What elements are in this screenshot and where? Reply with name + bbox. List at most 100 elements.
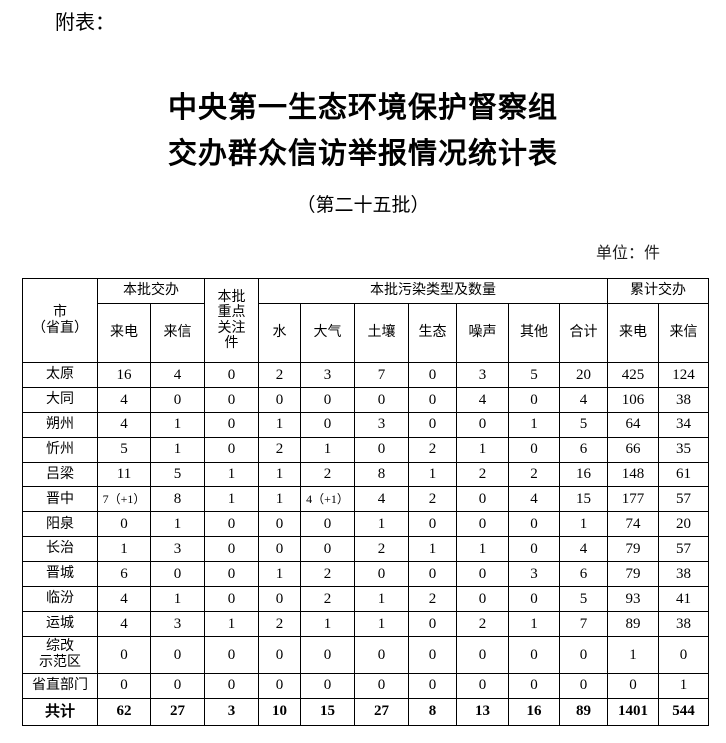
document-title-line1: 中央第一生态环境保护督察组 bbox=[167, 90, 558, 124]
header-focus: 本批 重点 关注 件 bbox=[204, 278, 259, 363]
table-cell: 1 bbox=[408, 536, 457, 563]
table-cell: 7 bbox=[354, 362, 409, 388]
table-cell: 0 bbox=[204, 436, 259, 463]
table-cell: 1 bbox=[408, 461, 457, 488]
total-cell: 1401 bbox=[607, 697, 660, 726]
table-cell: 0 bbox=[658, 635, 710, 674]
total-cell: 8 bbox=[408, 697, 457, 726]
table-cell: 1 bbox=[558, 511, 609, 538]
batch-subtitle: （第二十五批） bbox=[296, 194, 430, 216]
table-cell: 0 bbox=[508, 386, 560, 413]
table-cell: 0 bbox=[354, 436, 409, 463]
table-cell: 4 bbox=[558, 386, 609, 413]
table-cell: 0 bbox=[204, 561, 259, 588]
table-cell: 1 bbox=[258, 461, 301, 488]
table-cell: 0 bbox=[258, 511, 301, 538]
table-cell: 2 bbox=[258, 436, 301, 463]
city-name: 大同 bbox=[22, 386, 98, 413]
table-cell: 4 bbox=[456, 386, 509, 413]
table-cell: 1 bbox=[354, 610, 409, 637]
table-row: 朔州 4 1 0 1 0 3 0 0 1 5 64 34 bbox=[22, 411, 710, 438]
table-cell: 3 bbox=[354, 411, 409, 438]
table-cell: 79 bbox=[607, 561, 660, 588]
subheader-pollution: 噪声 bbox=[456, 303, 509, 363]
table-cell: 11 bbox=[97, 461, 151, 488]
subheader-pollution: 合计 bbox=[558, 303, 609, 363]
total-row: 共计 62 27 3 10 15 27 8 13 16 89 1401 544 bbox=[22, 697, 710, 726]
table-cell: 79 bbox=[607, 536, 660, 563]
table-cell: 1 bbox=[97, 536, 151, 563]
table-cell: 177 bbox=[607, 486, 660, 513]
document-title-line2: 交办群众信访举报情况统计表 bbox=[167, 136, 558, 170]
table-cell: 6 bbox=[97, 561, 151, 588]
table-cell: 4 bbox=[508, 486, 560, 513]
table-cell: 0 bbox=[607, 672, 660, 699]
city-name: 忻州 bbox=[22, 436, 98, 463]
table-cell: 0 bbox=[354, 635, 409, 674]
table-cell: 1 bbox=[300, 610, 355, 637]
table-cell: 0 bbox=[508, 511, 560, 538]
table-cell: 0 bbox=[204, 635, 259, 674]
table-cell: 1 bbox=[258, 486, 301, 513]
table-row: 忻州 5 1 0 2 1 0 2 1 0 6 66 35 bbox=[22, 436, 710, 463]
table-cell: 0 bbox=[508, 536, 560, 563]
table-cell: 0 bbox=[456, 411, 509, 438]
table-cell: 4 bbox=[97, 610, 151, 637]
header-pollution: 本批污染类型及数量 bbox=[257, 278, 609, 304]
table-cell: 0 bbox=[508, 436, 560, 463]
table-cell: 3 bbox=[456, 362, 509, 388]
table-cell: 0 bbox=[204, 511, 259, 538]
table-cell: 0 bbox=[456, 561, 509, 588]
table-cell: 106 bbox=[607, 386, 660, 413]
table-cell: 0 bbox=[204, 362, 259, 388]
table-cell: 2 bbox=[456, 461, 509, 488]
subheader-cumulative: 来信 bbox=[658, 303, 710, 363]
total-cell: 62 bbox=[97, 697, 151, 726]
total-cell: 10 bbox=[258, 697, 301, 726]
table-cell: 0 bbox=[408, 561, 457, 588]
table-cell: 89 bbox=[607, 610, 660, 637]
table-cell: 0 bbox=[408, 672, 457, 699]
table-cell: 0 bbox=[558, 635, 609, 674]
table-cell: 3 bbox=[508, 561, 560, 588]
table-cell: 0 bbox=[97, 635, 151, 674]
table-cell: 1 bbox=[354, 586, 409, 612]
table-cell: 2 bbox=[258, 362, 301, 388]
table-cell: 34 bbox=[658, 411, 710, 438]
table-cell: 0 bbox=[300, 411, 355, 438]
table-cell: 0 bbox=[300, 386, 355, 413]
table-cell: 1 bbox=[258, 411, 301, 438]
table-cell: 2 bbox=[408, 586, 457, 612]
table-cell: 2 bbox=[300, 461, 355, 488]
table-cell: 2 bbox=[300, 586, 355, 612]
table-cell: 425 bbox=[607, 362, 660, 388]
table-cell: 0 bbox=[508, 672, 560, 699]
table-row: 大同 4 0 0 0 0 0 0 4 0 4 106 38 bbox=[22, 386, 710, 413]
total-cell: 544 bbox=[658, 697, 710, 726]
table-cell: 4 bbox=[558, 536, 609, 563]
table-cell: 1 bbox=[204, 486, 259, 513]
city-name: 晋城 bbox=[22, 561, 98, 588]
city-name: 长治 bbox=[22, 536, 98, 563]
table-cell: 4 bbox=[150, 362, 205, 388]
table-cell: 0 bbox=[456, 586, 509, 612]
city-name: 太原 bbox=[22, 362, 98, 388]
table-cell: 20 bbox=[658, 511, 710, 538]
table-cell: 0 bbox=[258, 586, 301, 612]
table-cell: 6 bbox=[558, 561, 609, 588]
table-cell: 124 bbox=[658, 362, 710, 388]
table-cell: 0 bbox=[258, 386, 301, 413]
table-cell: 4 bbox=[97, 386, 151, 413]
header-cumulative: 累计交办 bbox=[607, 278, 710, 304]
table-cell: 2 bbox=[408, 486, 457, 513]
city-name: 晋中 bbox=[22, 486, 98, 513]
total-cell: 13 bbox=[456, 697, 509, 726]
table-cell: 0 bbox=[97, 672, 151, 699]
city-name: 省直部门 bbox=[22, 672, 98, 699]
table-cell: 16 bbox=[558, 461, 609, 488]
table-cell: 3 bbox=[150, 610, 205, 637]
table-cell: 8 bbox=[150, 486, 205, 513]
table-cell: 0 bbox=[456, 672, 509, 699]
table-row: 临汾 4 1 0 0 2 1 2 0 0 5 93 41 bbox=[22, 586, 710, 612]
table-row: 太原 16 4 0 2 3 7 0 3 5 20 425 124 bbox=[22, 362, 710, 388]
